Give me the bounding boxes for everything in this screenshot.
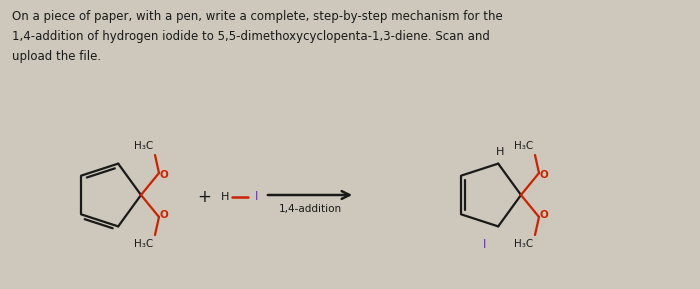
Text: O: O bbox=[160, 210, 169, 220]
Text: I: I bbox=[482, 238, 486, 251]
Text: O: O bbox=[540, 170, 548, 180]
Text: H₃C: H₃C bbox=[514, 141, 533, 151]
Text: O: O bbox=[160, 170, 169, 180]
Text: I: I bbox=[255, 190, 258, 203]
Text: 1,4-addition: 1,4-addition bbox=[279, 204, 342, 214]
Text: O: O bbox=[540, 210, 548, 220]
Text: H: H bbox=[221, 192, 230, 202]
Text: 1,4-addition of hydrogen iodide to 5,5-dimethoxycyclopenta-1,3-diene. Scan and: 1,4-addition of hydrogen iodide to 5,5-d… bbox=[12, 30, 490, 43]
Text: +: + bbox=[197, 188, 211, 206]
Text: H₃C: H₃C bbox=[134, 141, 153, 151]
Text: H: H bbox=[496, 147, 505, 157]
Text: H₃C: H₃C bbox=[134, 239, 153, 249]
Text: On a piece of paper, with a pen, write a complete, step-by-step mechanism for th: On a piece of paper, with a pen, write a… bbox=[12, 10, 503, 23]
Text: upload the file.: upload the file. bbox=[12, 50, 101, 63]
Text: H₃C: H₃C bbox=[514, 239, 533, 249]
